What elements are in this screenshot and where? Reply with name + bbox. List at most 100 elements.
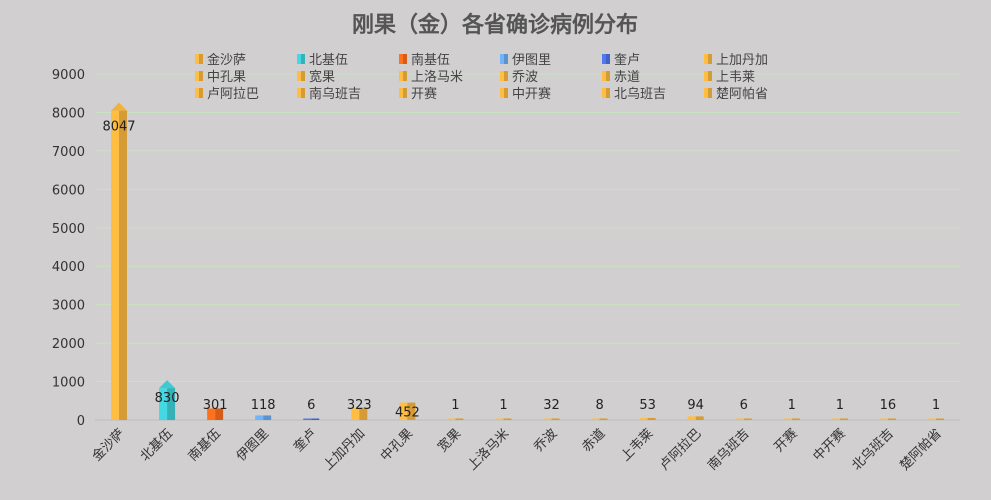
legend-label: 伊图里 <box>512 53 551 68</box>
legend-item: 上洛马米 <box>399 70 463 85</box>
x-tick-label: 上加丹加 <box>321 426 368 473</box>
legend-label: 北基伍 <box>309 53 348 68</box>
data-label: 118 <box>251 398 276 413</box>
data-label: 1 <box>788 398 796 413</box>
x-tick-label: 奎卢 <box>290 426 320 456</box>
bar <box>207 408 224 420</box>
legend-label: 中开赛 <box>512 86 551 102</box>
bar <box>447 418 464 420</box>
y-tick-label: 2000 <box>52 337 85 352</box>
legend-item: 赤道 <box>602 70 640 85</box>
legend-label: 卢阿拉巴 <box>207 86 259 102</box>
y-tick-label: 4000 <box>52 260 85 275</box>
data-label: 32 <box>543 398 560 413</box>
legend-item: 卢阿拉巴 <box>195 86 259 102</box>
x-tick-label: 赤道 <box>579 426 608 455</box>
y-tick-label: 3000 <box>52 299 85 314</box>
legend-item: 金沙萨 <box>195 52 246 68</box>
data-label: 452 <box>395 406 420 421</box>
bar <box>255 415 272 420</box>
bar <box>159 380 176 420</box>
bar <box>303 418 320 420</box>
legend-label: 楚阿帕省 <box>716 87 768 102</box>
legend-label: 北乌班吉 <box>614 86 666 102</box>
data-label: 1 <box>932 398 940 413</box>
y-tick-label: 6000 <box>52 183 85 198</box>
data-label: 94 <box>687 398 704 413</box>
legend-label: 乔波 <box>512 70 538 85</box>
legend-label: 赤道 <box>614 70 640 85</box>
data-label: 8 <box>595 398 603 413</box>
legend-item: 开赛 <box>399 86 437 102</box>
x-tick-label: 乔波 <box>531 426 560 455</box>
legend-item: 楚阿帕省 <box>704 87 768 102</box>
y-tick-label: 1000 <box>52 376 85 391</box>
data-label: 6 <box>307 398 315 413</box>
legend-item: 南基伍 <box>399 52 450 68</box>
x-tick-label: 中孔果 <box>378 426 416 464</box>
x-tick-label: 上洛马米 <box>465 426 512 473</box>
bar <box>351 407 368 420</box>
legend-item: 宽果 <box>297 69 335 85</box>
legend-item: 奎卢 <box>602 52 640 68</box>
legend-label: 开赛 <box>411 86 437 102</box>
legend-label: 奎卢 <box>614 52 640 68</box>
chart-title: 刚果（金）各省确诊病例分布 <box>352 12 638 38</box>
y-axis-ticks: 0 1000 2000 3000 4000 5000 6000 7000 8000 9000 <box>52 68 85 429</box>
bar <box>399 402 416 420</box>
legend-item: 上加丹加 <box>704 53 768 68</box>
data-label: 1 <box>836 398 844 413</box>
x-tick-label: 南基伍 <box>185 426 224 465</box>
x-tick-label: 北基伍 <box>138 426 176 464</box>
legend-label: 金沙萨 <box>207 52 246 68</box>
bar <box>783 418 800 420</box>
data-label: 8047 <box>102 120 135 135</box>
legend-item: 中开赛 <box>500 86 551 102</box>
y-tick-label: 9000 <box>52 68 85 83</box>
bars <box>111 102 944 420</box>
data-label: 1 <box>451 398 459 413</box>
legend-label: 宽果 <box>309 69 335 85</box>
x-tick-label: 伊图里 <box>234 426 272 464</box>
legend-item: 乔波 <box>500 70 538 85</box>
legend-label: 南乌班吉 <box>309 86 361 102</box>
data-label: 323 <box>347 398 372 413</box>
bar <box>495 418 512 420</box>
x-tick-label: 上韦莱 <box>618 426 656 464</box>
x-tick-label: 金沙萨 <box>89 426 128 465</box>
legend-item: 南乌班吉 <box>297 86 361 102</box>
bar <box>927 418 944 420</box>
data-label: 830 <box>155 391 180 406</box>
bar <box>687 416 704 420</box>
x-axis-ticks: 金沙萨 北基伍 南基伍 伊图里 奎卢 上加丹加 中孔果 宽果 上洛马米 乔波 赤道 上韦莱 卢阿拉巴 南乌… <box>89 426 945 474</box>
bar <box>543 418 560 420</box>
x-tick-label: 卢阿拉巴 <box>656 426 704 474</box>
bar <box>879 418 896 420</box>
x-tick-label: 开赛 <box>771 426 801 456</box>
legend-item: 伊图里 <box>500 53 551 68</box>
y-tick-label: 5000 <box>52 222 85 237</box>
x-tick-label: 南乌班吉 <box>704 426 752 474</box>
data-label: 6 <box>740 398 748 413</box>
y-tick-label: 7000 <box>52 145 85 160</box>
data-label: 301 <box>203 398 228 413</box>
legend-label: 中孔果 <box>207 70 246 85</box>
legend-item: 北乌班吉 <box>602 86 666 102</box>
x-tick-label: 楚阿帕省 <box>897 426 944 473</box>
legend-item: 北基伍 <box>297 53 348 68</box>
legend-label: 上韦莱 <box>716 70 755 85</box>
legend-label: 南基伍 <box>411 52 450 68</box>
bar <box>735 418 752 420</box>
gridlines <box>95 73 960 421</box>
bar <box>831 418 848 420</box>
legend-item: 中孔果 <box>195 70 246 85</box>
x-tick-label: 宽果 <box>435 426 465 456</box>
legend-item: 上韦莱 <box>704 70 755 85</box>
data-label: 53 <box>639 398 656 413</box>
bar <box>111 102 128 420</box>
y-tick-label: 0 <box>77 414 85 429</box>
bar <box>639 417 656 420</box>
